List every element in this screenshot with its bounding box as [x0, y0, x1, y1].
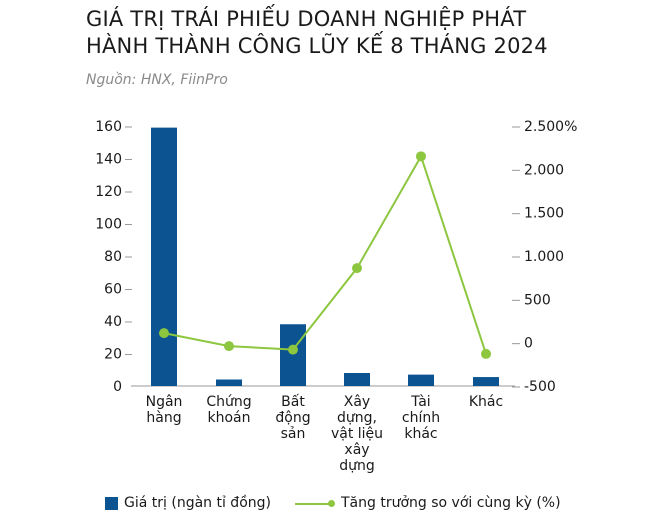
legend: Giá trị (ngàn tỉ đồng) Tăng trưởng so vớ…	[105, 495, 561, 511]
title-line-1: GIÁ TRỊ TRÁI PHIẾU DOANH NGHIỆP PHÁT	[86, 7, 527, 31]
right-y-axis: -500 0 500 1.000 1.500 2.000 2.500%	[512, 119, 577, 395]
bar	[151, 127, 177, 386]
bar	[344, 373, 370, 386]
left-tick-label: 100	[95, 217, 122, 233]
category-label: Tài	[410, 394, 430, 410]
left-tick-label: 140	[95, 152, 122, 168]
chart-title: GIÁ TRỊ TRÁI PHIẾU DOANH NGHIỆP PHÁT HÀN…	[86, 6, 646, 60]
growth-line	[163, 153, 487, 355]
left-y-axis: 0 20 40 60 80 100 120 140 160	[95, 119, 132, 395]
category-label: Khác	[469, 394, 503, 410]
line-point	[416, 151, 426, 162]
right-tick-label: -500	[524, 379, 556, 395]
category-label: hàng	[146, 410, 181, 426]
right-tick-label: 500	[524, 292, 551, 308]
line-point	[352, 263, 362, 274]
left-tick-label: 120	[95, 184, 122, 200]
bar	[473, 377, 499, 386]
left-tick-label: 20	[104, 347, 122, 363]
bar	[216, 379, 242, 386]
right-tick-label: 0	[524, 336, 533, 352]
legend-bar-swatch	[105, 496, 118, 510]
legend-line-swatch	[294, 497, 335, 510]
right-tick-label: 2.000	[524, 162, 564, 178]
right-tick-label: 2.500%	[524, 119, 577, 135]
line-point	[224, 341, 234, 352]
bar	[280, 324, 306, 386]
line-point	[288, 344, 298, 355]
category-label: dựng,	[337, 410, 377, 426]
category-label: chính	[402, 410, 440, 426]
category-label: khác	[404, 426, 437, 442]
legend-bar-label: Giá trị (ngàn tỉ đồng)	[124, 495, 271, 511]
category-label: Ngân	[146, 394, 183, 410]
left-tick-label: 40	[104, 314, 122, 330]
category-label: Xây	[344, 394, 370, 410]
category-label: vật liệu	[331, 426, 383, 442]
title-line-2: HÀNH THÀNH CÔNG LŨY KẾ 8 THÁNG 2024	[86, 34, 548, 58]
category-label: sản	[281, 426, 306, 442]
line-point	[159, 328, 169, 339]
category-label: động	[275, 410, 310, 426]
legend-line-label: Tăng trưởng so với cùng kỳ (%)	[340, 495, 561, 511]
category-label: Chứng	[206, 394, 251, 410]
category-label: khoán	[208, 410, 251, 426]
line-point	[481, 348, 491, 359]
category-label: xây	[344, 442, 369, 458]
category-label: dựng	[339, 458, 375, 474]
source-note: Nguồn: HNX, FiinPro	[86, 72, 228, 88]
left-tick-label: 0	[113, 379, 122, 395]
left-tick-label: 60	[104, 282, 122, 298]
bar-series	[151, 127, 499, 386]
left-tick-label: 160	[95, 119, 122, 135]
category-label: Bất	[281, 394, 305, 410]
bar	[408, 374, 434, 386]
right-tick-label: 1.000	[524, 249, 564, 265]
line-series	[159, 151, 491, 359]
left-tick-label: 80	[104, 249, 122, 265]
right-tick-label: 1.500	[524, 206, 564, 222]
